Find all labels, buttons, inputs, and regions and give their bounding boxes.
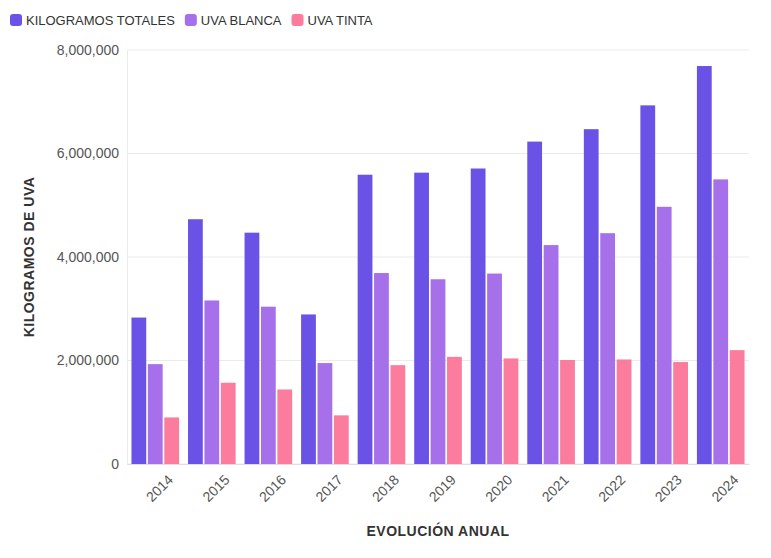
x-tick-label: 2021	[539, 471, 572, 504]
legend-label: UVA TINTA	[308, 13, 373, 28]
x-tick-label: 2014	[143, 471, 176, 504]
bar	[471, 169, 486, 464]
bar	[560, 360, 575, 464]
x-tick: 2024	[708, 464, 741, 505]
y-tick-label: 2,000,000	[57, 352, 119, 368]
bar	[504, 358, 519, 464]
x-tick: 2014	[143, 464, 176, 505]
x-tick: 2016	[256, 464, 289, 505]
x-tick: 2019	[425, 464, 458, 505]
x-axis-title: EVOLUCIÓN ANUAL	[366, 522, 509, 539]
x-tick-label: 2022	[595, 471, 628, 504]
bar	[544, 245, 559, 464]
bar	[584, 129, 599, 464]
x-tick: 2020	[482, 464, 515, 505]
bar	[431, 279, 446, 464]
bar	[527, 142, 542, 464]
y-tick: 0	[111, 456, 127, 472]
legend-swatch	[10, 14, 22, 26]
bar	[131, 318, 146, 464]
y-tick-label: 8,000,000	[57, 42, 119, 58]
x-tick-label: 2015	[199, 471, 232, 504]
series	[164, 350, 744, 464]
bar	[487, 274, 502, 464]
x-tick: 2022	[595, 464, 628, 505]
x-tick: 2015	[199, 464, 232, 505]
x-tick-label: 2018	[369, 471, 402, 504]
bar	[713, 179, 728, 464]
x-tick-label: 2020	[482, 471, 515, 504]
y-axis: 0 2,000,000 4,000,000 6,000,000 8,000,000	[57, 42, 128, 472]
bar	[657, 207, 672, 464]
x-tick-label: 2023	[652, 471, 685, 504]
y-tick: 2,000,000	[57, 352, 127, 368]
legend: KILOGRAMOS TOTALES UVA BLANCA UVA TINTA	[10, 13, 373, 28]
bar	[374, 273, 389, 464]
legend-label: KILOGRAMOS TOTALES	[26, 13, 175, 28]
bar	[697, 66, 712, 464]
grid	[127, 50, 749, 464]
legend-item: KILOGRAMOS TOTALES	[10, 13, 175, 28]
x-tick: 2017	[312, 464, 345, 505]
y-tick-label: 0	[111, 456, 119, 472]
legend-swatch	[185, 14, 197, 26]
x-tick-label: 2016	[256, 471, 289, 504]
bar	[640, 105, 655, 464]
x-axis: 2014 2015 2016 2017 2018 2019 2020 2021 2022 2023…	[128, 464, 750, 505]
y-tick: 6,000,000	[57, 145, 127, 161]
series	[131, 66, 711, 464]
y-tick-label: 6,000,000	[57, 145, 119, 161]
bar	[188, 219, 203, 464]
x-axis-line	[128, 464, 750, 465]
x-tick-label: 2024	[708, 471, 741, 504]
bar	[221, 383, 236, 464]
x-tick: 2018	[369, 464, 402, 505]
bar	[673, 362, 688, 464]
grid-line	[127, 153, 749, 154]
bar	[617, 359, 632, 464]
bar	[245, 233, 260, 464]
chart: 0 2,000,000 4,000,000 6,000,000 8,000,000 201…	[0, 0, 771, 558]
y-tick: 4,000,000	[57, 249, 127, 265]
x-tick: 2023	[652, 464, 685, 505]
bar	[730, 350, 745, 464]
y-tick-label: 4,000,000	[57, 249, 119, 265]
legend-swatch	[292, 14, 304, 26]
bar	[301, 314, 316, 464]
x-tick-label: 2019	[425, 471, 458, 504]
y-axis-title: KILOGRAMOS DE UVA	[21, 177, 37, 338]
x-tick: 2021	[539, 464, 572, 505]
bar	[447, 357, 462, 464]
y-axis-line	[127, 51, 128, 465]
grid-line	[127, 257, 749, 258]
bar	[164, 417, 179, 464]
bar	[600, 233, 615, 464]
plot-area: 0 2,000,000 4,000,000 6,000,000 8,000,000 201…	[57, 42, 750, 505]
bar	[277, 389, 292, 464]
bar	[334, 415, 349, 464]
bar	[358, 175, 373, 464]
bars	[131, 66, 744, 464]
legend-item: UVA BLANCA	[185, 13, 282, 28]
bar	[318, 363, 333, 464]
bar	[204, 300, 219, 464]
series	[148, 179, 728, 464]
x-tick-label: 2017	[312, 471, 345, 504]
legend-label: UVA BLANCA	[201, 13, 282, 28]
bar	[148, 364, 163, 464]
y-tick: 8,000,000	[57, 42, 127, 58]
bar	[414, 173, 429, 464]
bar	[261, 307, 276, 464]
grid-line	[127, 50, 749, 51]
bar	[390, 365, 405, 464]
legend-item: UVA TINTA	[292, 13, 373, 28]
